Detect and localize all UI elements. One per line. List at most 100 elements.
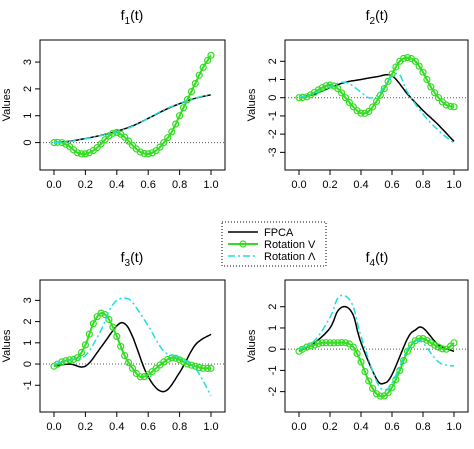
y-axis-label: Values [1,88,13,121]
series-point [365,107,373,116]
series-point [125,359,133,367]
series-point [113,332,121,340]
series-point [121,352,129,360]
y-tick-label: 0 [22,361,34,367]
panel-title: f3(t) [121,249,144,269]
legend-item: Rotation V [228,239,316,251]
y-tick-label: 2 [22,86,34,92]
y-axis-label: Values [1,329,13,362]
series-point [128,141,137,149]
series-point [442,101,450,109]
legend-label: Rotation Λ [264,251,316,263]
series-point [168,128,176,136]
series-point [77,348,86,357]
y-axis-label: Values [246,329,258,362]
series-point [187,361,195,369]
y-tick-label: 1 [22,340,34,346]
series-point [97,140,105,148]
series-point [447,102,455,111]
series-point [314,340,322,348]
series-point [338,89,346,97]
x-tick-label: 0.2 [78,179,93,191]
series-point [125,137,133,145]
series-point [415,62,423,70]
series-point [330,339,338,347]
series-point [431,89,439,97]
series-point [384,389,392,397]
series-point [415,335,423,343]
y-tick-label: 2 [22,319,34,325]
panels: f1(t) Values 0.0 0.2 0.4 0.6 0.8 1.0 0 1 2 3 f2(t) Va… [1,7,469,433]
series-point [400,54,408,63]
x-tick-label: 1.0 [446,179,461,191]
series-point [204,364,212,372]
series-point [341,94,350,102]
series-line-rotation- [53,297,212,397]
series-point [73,149,82,157]
series-point [73,354,82,362]
y-tick-label: -3 [267,147,279,157]
panel-1: f1(t) Values 0.0 0.2 0.4 0.6 0.8 1.0 0 1 2 3 [1,7,226,191]
series-line-fpca [53,94,212,144]
series-point [81,341,90,349]
series-point [338,339,346,347]
series-point [117,342,125,350]
plot-frame [284,39,469,171]
series-point [400,356,408,365]
y-tick-label: 2 [267,304,279,310]
y-tick-label: -1 [267,366,279,376]
series-point [93,313,101,321]
y-tick-label: 0 [267,95,279,101]
plot-frame [39,279,226,413]
series-point [140,373,148,381]
series-point [388,70,396,78]
x-tick-label: 0.0 [46,179,61,191]
x-tick-label: 0.8 [415,421,430,433]
series-point [407,341,415,349]
panel-title: f4(t) [366,249,389,269]
series-point [341,339,350,347]
legend-label: FPCA [264,227,294,239]
series-point [349,103,357,111]
y-tick-label: 0 [22,140,34,146]
x-tick-label: 0.0 [46,421,61,433]
series-line-rotation- [53,94,212,144]
y-axis-label: Values [246,88,258,121]
series-point [81,150,90,158]
series-line-rotation-v [299,56,455,115]
x-tick-label: 0.8 [415,179,430,191]
series-point [384,77,392,85]
x-tick-label: 0.2 [78,421,93,433]
series-point [176,112,184,120]
series-point [136,148,144,156]
series-line-rotation- [298,72,455,144]
series-point [334,84,342,93]
y-tick-label: -2 [267,129,279,139]
series-point [195,71,203,79]
x-tick-label: 0.6 [141,179,156,191]
y-tick-label: 3 [22,59,34,65]
legend-label: Rotation V [264,239,316,251]
x-tick-label: 0.4 [353,421,368,433]
x-tick-label: 0.6 [384,179,399,191]
legend-item: Rotation Λ [228,251,316,263]
x-tick-label: 0.8 [172,421,187,433]
series-point [160,139,168,147]
series-point [172,354,180,362]
x-tick-label: 0.6 [141,421,156,433]
x-tick-label: 0.2 [322,421,337,433]
series-point [307,342,315,350]
series-point [345,98,353,107]
legend-marker [239,240,247,248]
series-point [85,149,93,157]
series-point [431,341,439,349]
series-point [411,57,419,65]
x-tick-label: 0.4 [353,179,368,191]
panel-3: f3(t) Values 0.0 0.2 0.4 0.6 0.8 1.0 -1 0 1 2 3 [1,249,226,433]
series-point [450,103,458,111]
series-point [357,358,365,366]
series-point [380,84,388,93]
series-point [121,133,129,141]
series-point [187,87,195,96]
